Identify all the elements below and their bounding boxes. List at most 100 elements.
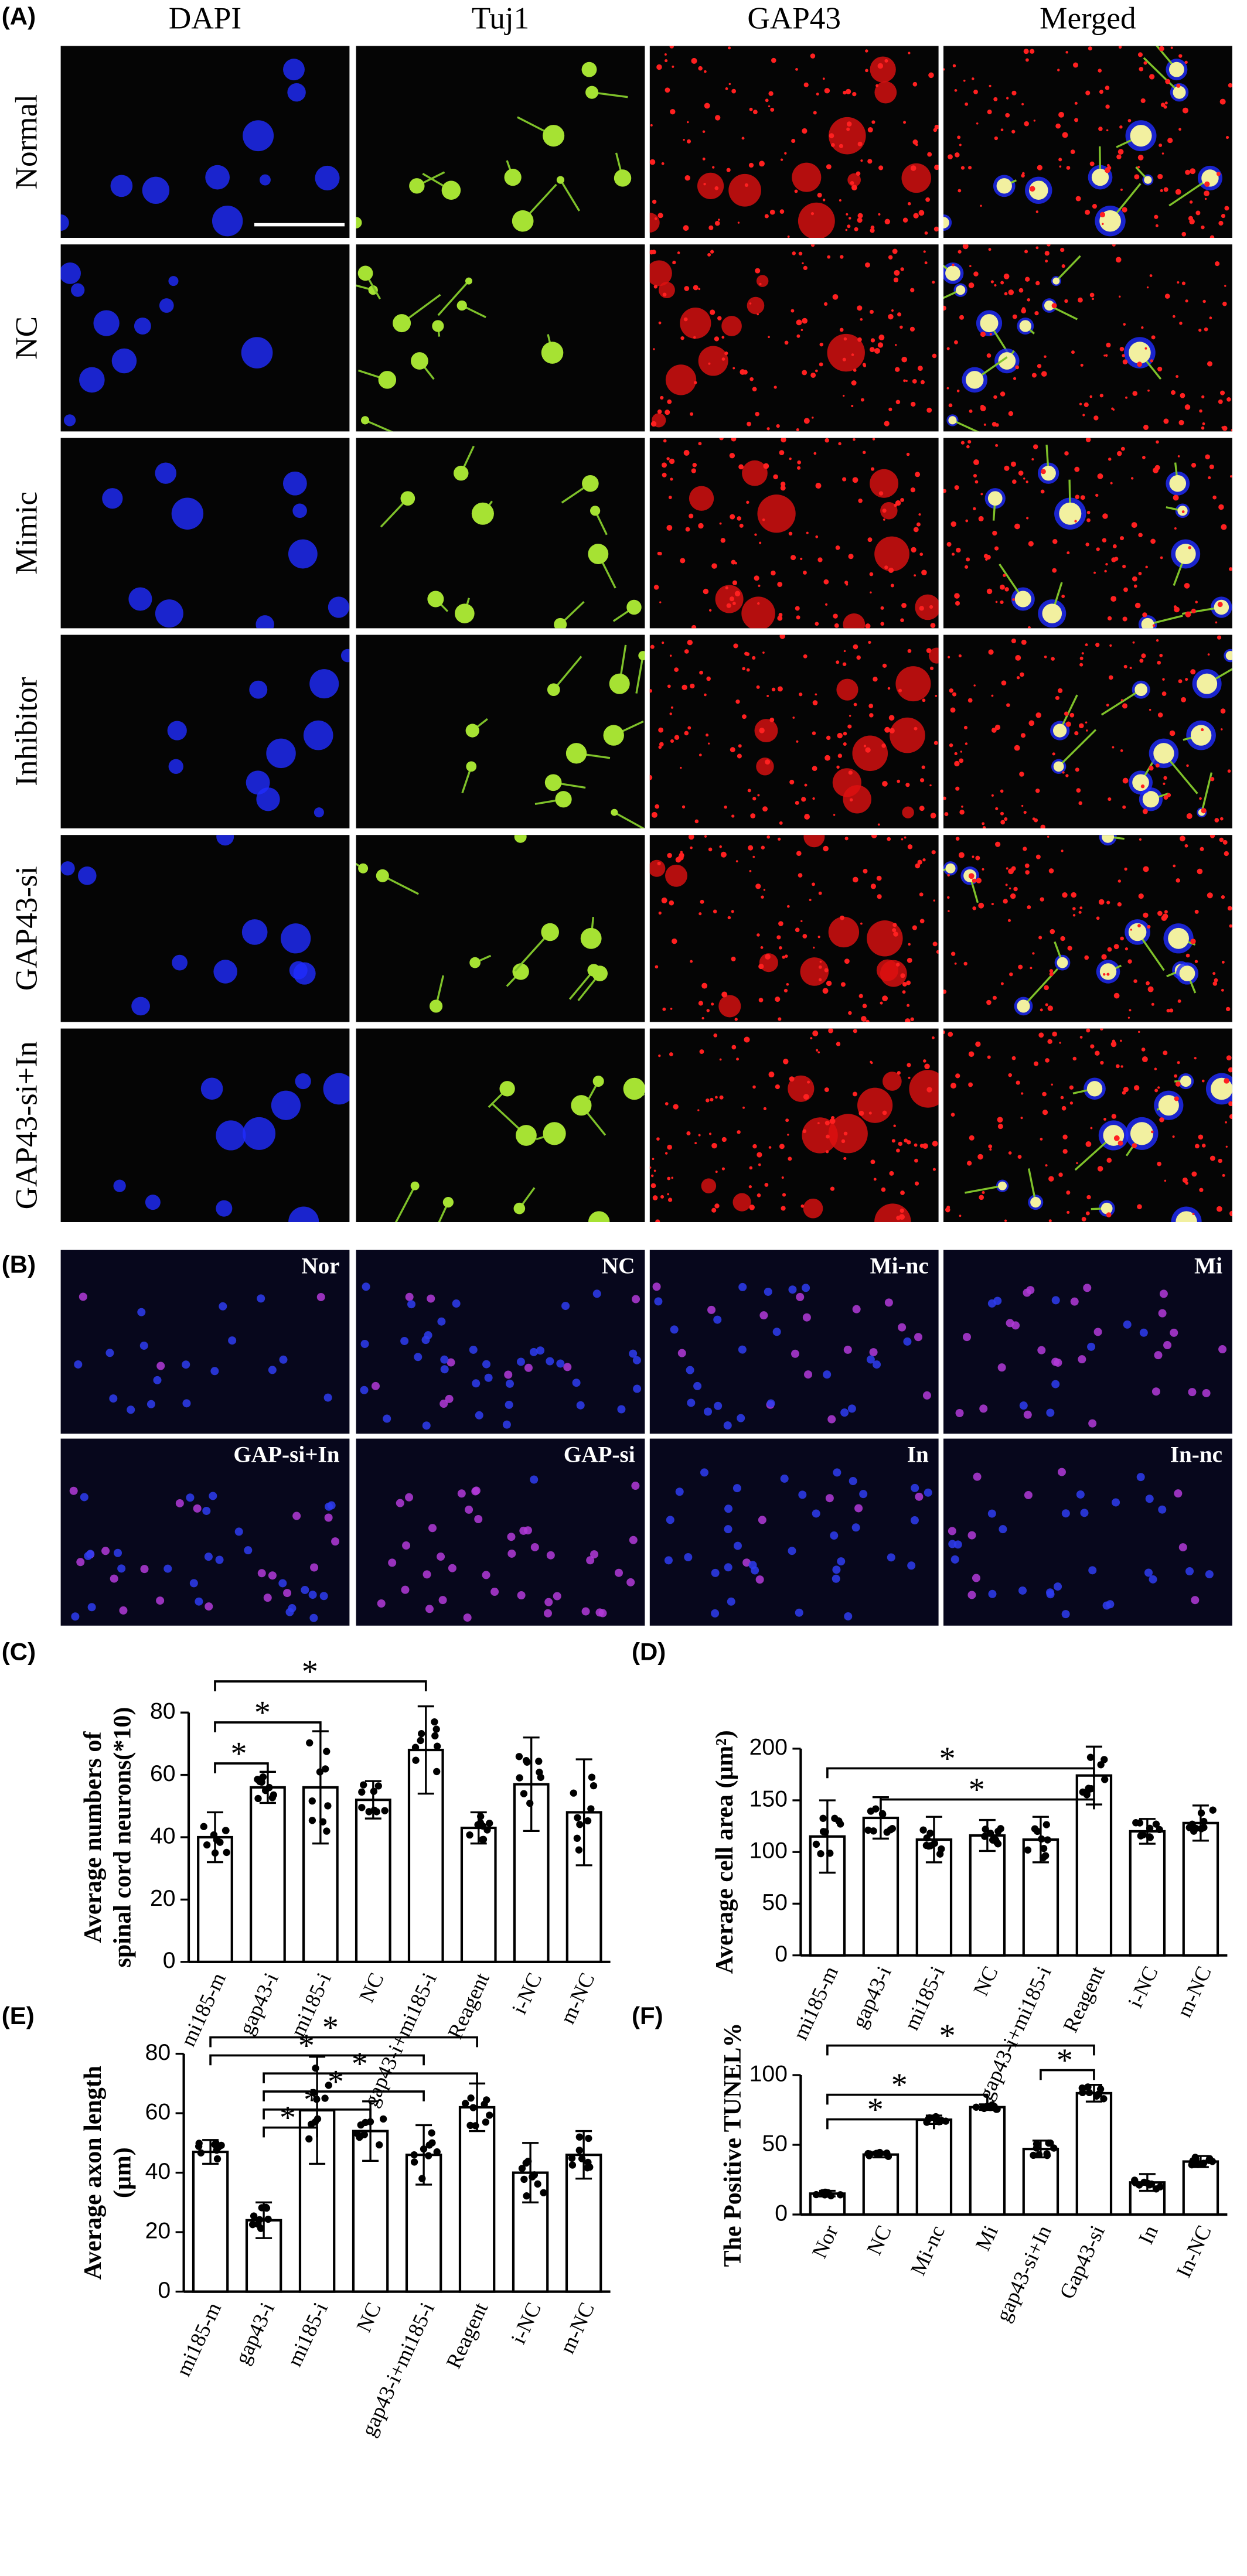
gap43-dot [1116, 451, 1122, 456]
micrograph-background [943, 438, 1232, 629]
tunel-nucleus [700, 1468, 709, 1477]
tunel-nucleus [153, 1376, 162, 1384]
gap43-dot [1052, 538, 1058, 544]
gap43-dot [977, 1154, 983, 1160]
tunel-background [60, 1250, 350, 1434]
gap43-dot [871, 120, 875, 124]
gap43-dot [1220, 728, 1223, 731]
gap43-dot [869, 347, 875, 353]
gap43-dot [653, 348, 655, 350]
gap43-dot [1224, 206, 1229, 211]
gap43-dot [933, 226, 939, 232]
nucleus [315, 165, 340, 190]
soma [1176, 1211, 1197, 1222]
gap43-dot [796, 740, 799, 743]
gap43-dot [724, 352, 728, 356]
soma [512, 963, 529, 980]
gap43-dot [871, 835, 877, 838]
x-tick-label: m-NC [555, 2299, 599, 2357]
micrograph [356, 438, 645, 629]
tunel-nucleus [448, 1564, 456, 1572]
gap43-dot [1058, 158, 1062, 162]
gap43-dot [948, 154, 953, 160]
soma [465, 277, 472, 285]
gap43-dot [856, 655, 861, 660]
significance-bracket [214, 1680, 427, 1691]
micrograph-content [60, 262, 273, 427]
gap43-dot [1116, 154, 1122, 159]
gap43-dot [969, 1135, 975, 1141]
micrograph-background [356, 835, 645, 1022]
gap43-dot [1132, 391, 1137, 396]
gap43-dot [1229, 1114, 1232, 1120]
gap43-dot [868, 1111, 872, 1115]
gap43-dot [742, 667, 745, 671]
significance-label: * [891, 2067, 908, 2103]
tunel-nucleus [544, 1598, 553, 1606]
gap43-dot [1067, 551, 1070, 555]
gap43-dot [800, 1204, 805, 1208]
gap43-dot [851, 185, 857, 191]
gap43-dot [924, 261, 928, 265]
gap43-dot [972, 906, 976, 910]
gap43-dot [1140, 784, 1145, 789]
gap43-dot [1120, 936, 1125, 941]
tunel-nucleus [388, 1558, 397, 1567]
tunel-nucleus [87, 1603, 96, 1612]
gap43-dot [915, 863, 921, 869]
soma [1168, 62, 1184, 77]
y-tick-label: 0 [158, 2278, 171, 2303]
gap43-dot [731, 956, 736, 961]
tunel-nucleus [686, 1366, 694, 1374]
gap43-dot [815, 483, 822, 489]
gap43-dot [796, 334, 800, 338]
micrograph-background [356, 634, 645, 828]
tunel-nucleus [546, 1357, 554, 1366]
gap43-dot [888, 255, 893, 260]
sample-dot [535, 1758, 543, 1765]
gap43-dot [1214, 978, 1218, 982]
gap43-dot [674, 667, 679, 672]
tunel-nucleus [530, 1475, 539, 1484]
gap43-dot [816, 1049, 819, 1052]
gap43-dot [846, 127, 850, 131]
sample-dot [223, 1848, 230, 1857]
gap43-dot [869, 572, 874, 576]
y-tick-label: 200 [749, 1735, 788, 1760]
tunel-nucleus [780, 1474, 789, 1483]
gap43-dot [737, 753, 742, 759]
gap43-dot [888, 567, 894, 574]
sample-dot [942, 2117, 950, 2125]
tunel-nucleus [742, 1558, 751, 1567]
nucleus [168, 276, 179, 286]
soma [1142, 791, 1160, 808]
gap43-dot [778, 921, 783, 926]
gap43-dot [1024, 250, 1028, 254]
neurite [364, 419, 393, 432]
gap43-dot [1055, 695, 1059, 700]
x-tick-label: m-NC [1172, 1963, 1216, 2021]
gap43-dot [762, 806, 768, 812]
micrograph-content [649, 46, 939, 238]
gap43-dot [992, 995, 997, 1000]
tunel-nucleus [626, 1578, 635, 1586]
gap43-dot [882, 995, 888, 1002]
gap43-dot [853, 644, 858, 650]
significance-label: * [939, 1741, 956, 1777]
gap43-dot [1047, 835, 1050, 838]
gap43-dot [708, 1132, 712, 1135]
gap43-dot [708, 362, 711, 365]
gap43-dot [672, 938, 677, 944]
gap43-dot [1059, 1042, 1061, 1044]
tunel-nucleus [576, 1401, 585, 1410]
gap43-dot [926, 1087, 932, 1093]
gap43-cluster [792, 162, 822, 192]
gap43-dot [1141, 1048, 1146, 1052]
gap43-dot [867, 159, 873, 164]
gap43-dot [1052, 752, 1055, 756]
sample-dot [888, 1825, 897, 1833]
tunel-nucleus [1154, 1351, 1163, 1360]
gap43-dot [959, 758, 964, 763]
gap43-dot [1010, 893, 1016, 899]
gap43-dot [1069, 1101, 1074, 1105]
